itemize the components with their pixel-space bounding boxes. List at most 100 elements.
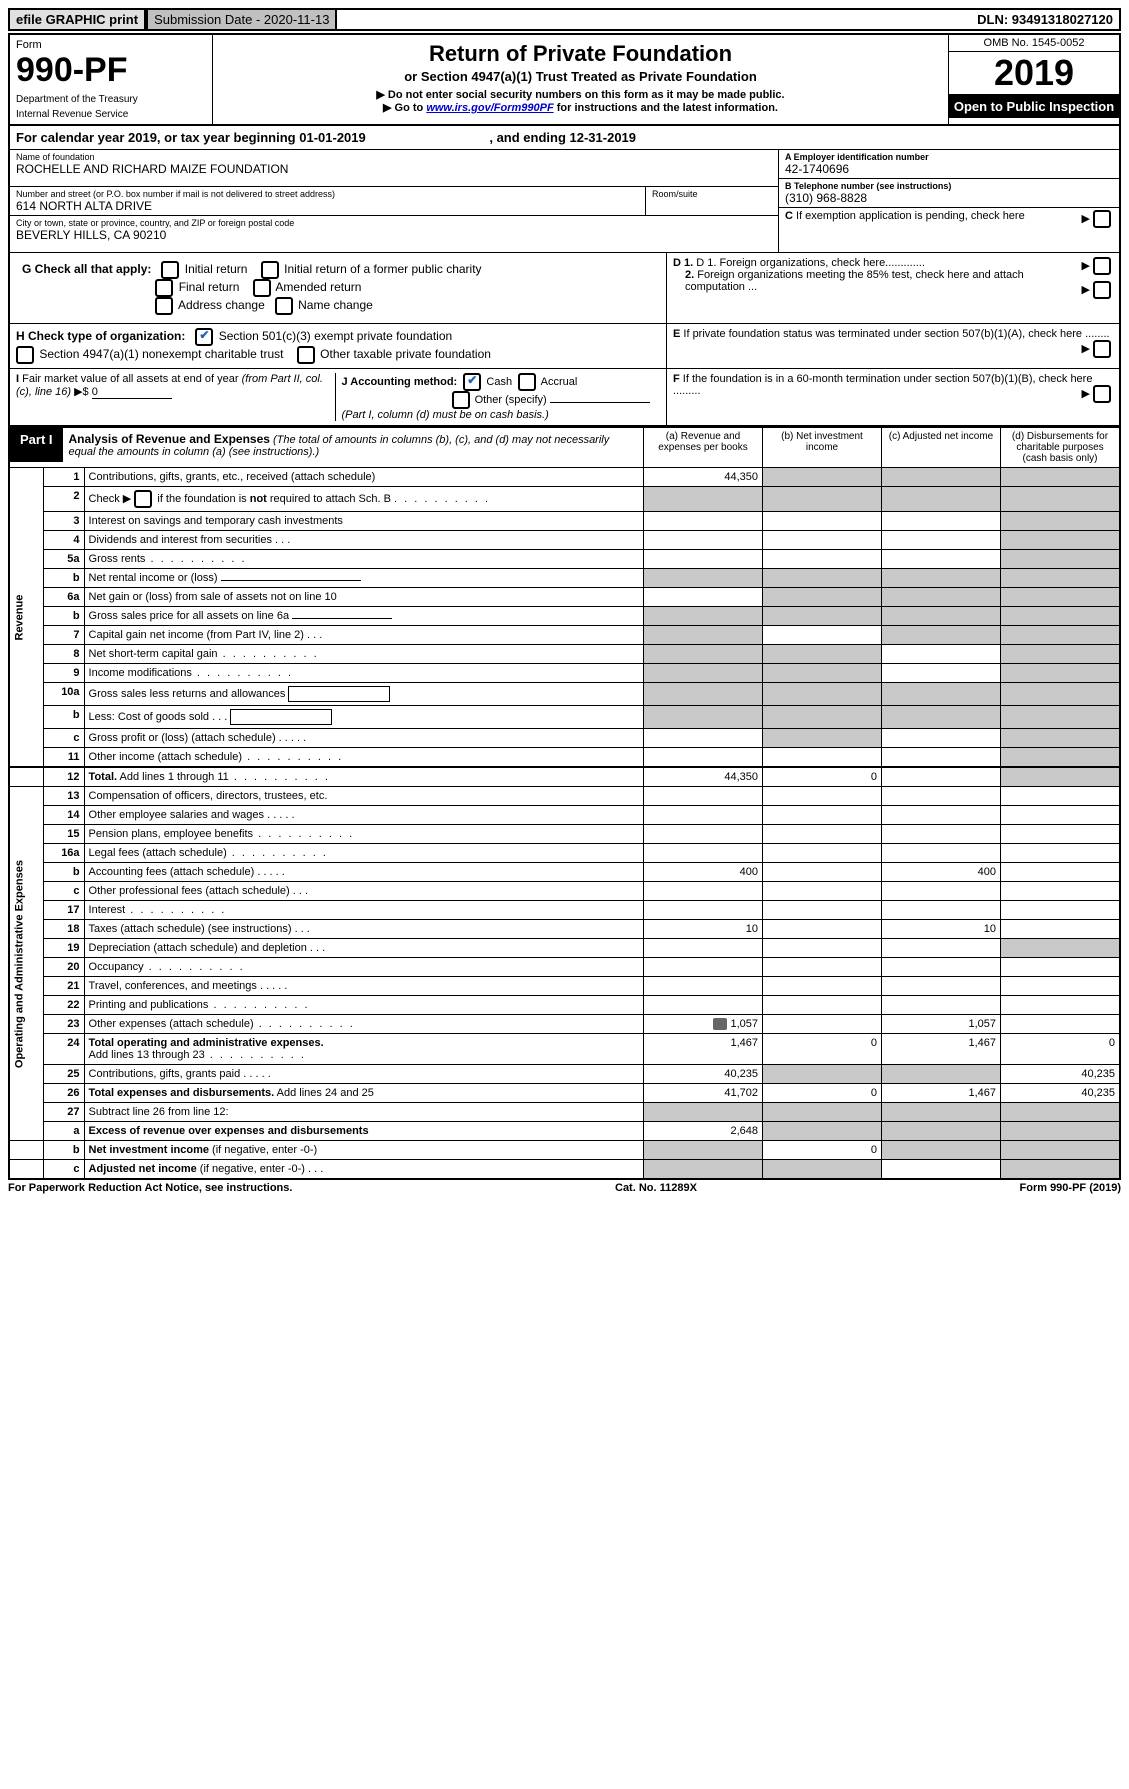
checkbox-f[interactable]: [1093, 385, 1111, 403]
foundation-name-label: Name of foundation: [16, 152, 772, 162]
row-17: 17Interest: [9, 901, 1120, 920]
omb-number: OMB No. 1545-0052: [949, 35, 1119, 52]
irs-link[interactable]: www.irs.gov/Form990PF: [426, 102, 553, 114]
checkbox-501c3[interactable]: [195, 328, 213, 346]
row-5a: 5aGross rents: [9, 550, 1120, 569]
i-section: I Fair market value of all assets at end…: [16, 373, 335, 421]
row-27: 27Subtract line 26 from line 12:: [9, 1103, 1120, 1122]
row-27c: cAdjusted net income (if negative, enter…: [9, 1160, 1120, 1180]
row-18: 18Taxes (attach schedule) (see instructi…: [9, 920, 1120, 939]
phone-label: B Telephone number (see instructions): [785, 181, 1113, 191]
row-26: 26Total expenses and disbursements. Add …: [9, 1084, 1120, 1103]
part1-table: Part I Analysis of Revenue and Expenses …: [8, 427, 1121, 1180]
checkbox-amended[interactable]: [253, 279, 271, 297]
row-27a: aExcess of revenue over expenses and dis…: [9, 1122, 1120, 1141]
row-2: 2 Check ▶ if the foundation is not requi…: [9, 487, 1120, 512]
form-subtitle: or Section 4947(a)(1) Trust Treated as P…: [219, 69, 942, 84]
top-bar: efile GRAPHIC print Submission Date - 20…: [8, 8, 1121, 31]
row-16b: bAccounting fees (attach schedule)400400: [9, 863, 1120, 882]
checkbox-accrual[interactable]: [518, 373, 536, 391]
row-16a: 16aLegal fees (attach schedule): [9, 844, 1120, 863]
page-footer: For Paperwork Reduction Act Notice, see …: [8, 1180, 1121, 1196]
checkbox-d2[interactable]: [1093, 281, 1111, 299]
row-10b: bLess: Cost of goods sold: [9, 706, 1120, 729]
checkbox-final-return[interactable]: [155, 279, 173, 297]
street-value: 614 NORTH ALTA DRIVE: [16, 199, 639, 213]
checkbox-initial-return[interactable]: [161, 261, 179, 279]
irs-label: Internal Revenue Service: [16, 109, 206, 120]
e-label: E If private foundation status was termi…: [673, 328, 1113, 340]
h-section: H Check type of organization: Section 50…: [10, 324, 667, 368]
col-d-header: (d) Disbursements for charitable purpose…: [1001, 428, 1121, 468]
row-19: 19Depreciation (attach schedule) and dep…: [9, 939, 1120, 958]
row-1: Revenue 1Contributions, gifts, grants, e…: [9, 468, 1120, 487]
checkbox-e[interactable]: [1093, 340, 1111, 358]
footer-right: Form 990-PF (2019): [1020, 1182, 1122, 1194]
calendar-year-row: For calendar year 2019, or tax year begi…: [8, 126, 1121, 150]
row-12: 12Total. Add lines 1 through 1144,3500: [9, 767, 1120, 787]
col-c-header: (c) Adjusted net income: [882, 428, 1001, 468]
dln: DLN: 93491318027120: [971, 10, 1119, 29]
checkbox-initial-former[interactable]: [261, 261, 279, 279]
city-label: City or town, state or province, country…: [16, 218, 772, 228]
checkbox-name-change[interactable]: [275, 297, 293, 315]
street-label: Number and street (or P.O. box number if…: [16, 189, 639, 199]
room-label: Room/suite: [652, 189, 772, 199]
checkbox-c[interactable]: [1093, 210, 1111, 228]
row-6a: 6aNet gain or (loss) from sale of assets…: [9, 588, 1120, 607]
col-b-header: (b) Net investment income: [763, 428, 882, 468]
phone-value: (310) 968-8828: [785, 191, 1113, 205]
row-11: 11Other income (attach schedule): [9, 748, 1120, 768]
exemption-pending-label: C If exemption application is pending, c…: [785, 210, 1025, 222]
efile-button[interactable]: efile GRAPHIC print: [10, 10, 146, 29]
row-20: 20Occupancy: [9, 958, 1120, 977]
row-4: 4Dividends and interest from securities: [9, 531, 1120, 550]
submission-date: Submission Date - 2020-11-13: [146, 10, 337, 29]
row-24: 24Total operating and administrative exp…: [9, 1034, 1120, 1065]
row-16c: cOther professional fees (attach schedul…: [9, 882, 1120, 901]
f-label: F If the foundation is in a 60-month ter…: [673, 373, 1113, 397]
row-14: 14Other employee salaries and wages: [9, 806, 1120, 825]
g-section: G Check all that apply: Initial return I…: [16, 257, 660, 319]
row-3: 3Interest on savings and temporary cash …: [9, 512, 1120, 531]
col-a-header: (a) Revenue and expenses per books: [644, 428, 763, 468]
j-section: J Accounting method: Cash Accrual Other …: [335, 373, 661, 421]
checkbox-sch-b[interactable]: [134, 490, 152, 508]
d1-label: D 1. D 1. Foreign organizations, check h…: [673, 257, 1113, 269]
foundation-name: ROCHELLE AND RICHARD MAIZE FOUNDATION: [16, 162, 772, 176]
attachment-icon[interactable]: [713, 1018, 727, 1030]
footer-left: For Paperwork Reduction Act Notice, see …: [8, 1182, 292, 1194]
dept-treasury: Department of the Treasury: [16, 94, 206, 105]
part1-label: Part I: [10, 428, 63, 462]
revenue-section-label: Revenue: [9, 468, 43, 768]
checkbox-other-method[interactable]: [452, 391, 470, 409]
tax-year: 2019: [949, 52, 1119, 95]
expenses-section-label: Operating and Administrative Expenses: [9, 787, 43, 1141]
row-25: 25Contributions, gifts, grants paid40,23…: [9, 1065, 1120, 1084]
ein-value: 42-1740696: [785, 162, 1113, 176]
row-13: Operating and Administrative Expenses 13…: [9, 787, 1120, 806]
footer-mid: Cat. No. 11289X: [615, 1182, 697, 1194]
checkbox-d1[interactable]: [1093, 257, 1111, 275]
form-label: Form: [16, 39, 206, 51]
checkbox-4947[interactable]: [16, 346, 34, 364]
row-10c: cGross profit or (loss) (attach schedule…: [9, 729, 1120, 748]
form-number: 990-PF: [16, 51, 206, 90]
ein-label: A Employer identification number: [785, 152, 1113, 162]
row-27b: bNet investment income (if negative, ent…: [9, 1141, 1120, 1160]
row-15: 15Pension plans, employee benefits: [9, 825, 1120, 844]
checkbox-other-taxable[interactable]: [297, 346, 315, 364]
row-23: 23Other expenses (attach schedule) 1,057…: [9, 1015, 1120, 1034]
form-header: Form 990-PF Department of the Treasury I…: [8, 33, 1121, 126]
checkbox-address-change[interactable]: [155, 297, 173, 315]
city-value: BEVERLY HILLS, CA 90210: [16, 228, 772, 242]
checkbox-cash[interactable]: [463, 373, 481, 391]
d2-label: 2. Foreign organizations meeting the 85%…: [673, 269, 1113, 293]
public-inspection: Open to Public Inspection: [949, 95, 1119, 118]
row-6b: bGross sales price for all assets on lin…: [9, 607, 1120, 626]
row-22: 22Printing and publications: [9, 996, 1120, 1015]
row-21: 21Travel, conferences, and meetings: [9, 977, 1120, 996]
row-10a: 10aGross sales less returns and allowanc…: [9, 683, 1120, 706]
note-link: ▶ Go to www.irs.gov/Form990PF for instru…: [219, 101, 942, 114]
row-9: 9Income modifications: [9, 664, 1120, 683]
